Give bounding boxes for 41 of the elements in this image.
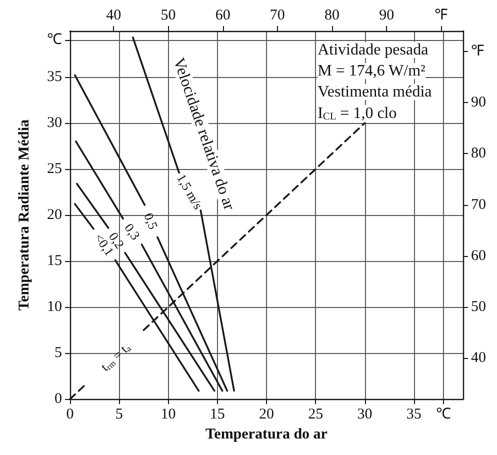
x2-tick-label: 40 [106,8,122,24]
x-tick-label: 15 [210,406,225,423]
annotation: Atividade pesada [318,42,428,59]
y2-tick-label: 40 [471,350,486,366]
y-tick-label: ℃ [47,32,62,48]
text: trm = ta [98,342,134,374]
y-tick-label: 30 [47,115,62,132]
y-tick-label: 15 [47,253,62,270]
y2-tick-label: 80 [471,146,486,162]
text: 1,5 m/s [174,171,206,212]
y-tick-label: 25 [47,161,62,178]
x-tick-label: 35 [406,406,422,423]
x2-tick-label: 90 [379,8,394,24]
x-tick-label: 5 [115,406,123,423]
x2-tick-label: 80 [324,8,340,24]
y-tick-label: 0 [54,391,62,408]
x2-tick-label: ℉ [434,8,448,24]
y-axis-title: Temperatura Radiante Média [16,119,32,311]
y2-tick-label: 50 [471,299,486,316]
x2-tick-label: 60 [215,8,230,24]
y-tick-label: 20 [47,207,62,224]
x-tick-label: 30 [357,406,372,423]
y2-tick-label: ℉ [471,43,484,60]
annotation: M = 174,6 W/m² [318,62,426,80]
text: 0,5 [141,210,162,232]
x-axis-title: Temperatura do ar [206,426,328,442]
y2-tick-label: 90 [471,94,486,111]
x2-tick-label: 70 [270,8,285,24]
x2-tick-label: 50 [160,8,176,24]
x-tick-label: ℃ [436,406,451,423]
y2-tick-label: 70 [471,196,486,213]
y2-tick-label: 60 [471,248,486,264]
text: 0,3 [122,220,144,243]
y-tick-label: 10 [47,299,62,316]
x-tick-label: 20 [259,406,274,423]
annotation: Vestimenta média [318,84,432,101]
x-tick-label: 25 [308,406,324,423]
y-tick-label: 35 [47,69,62,86]
x-tick-label: 0 [66,406,74,423]
x-tick-label: 10 [160,406,176,423]
y-tick-label: 5 [54,345,62,362]
